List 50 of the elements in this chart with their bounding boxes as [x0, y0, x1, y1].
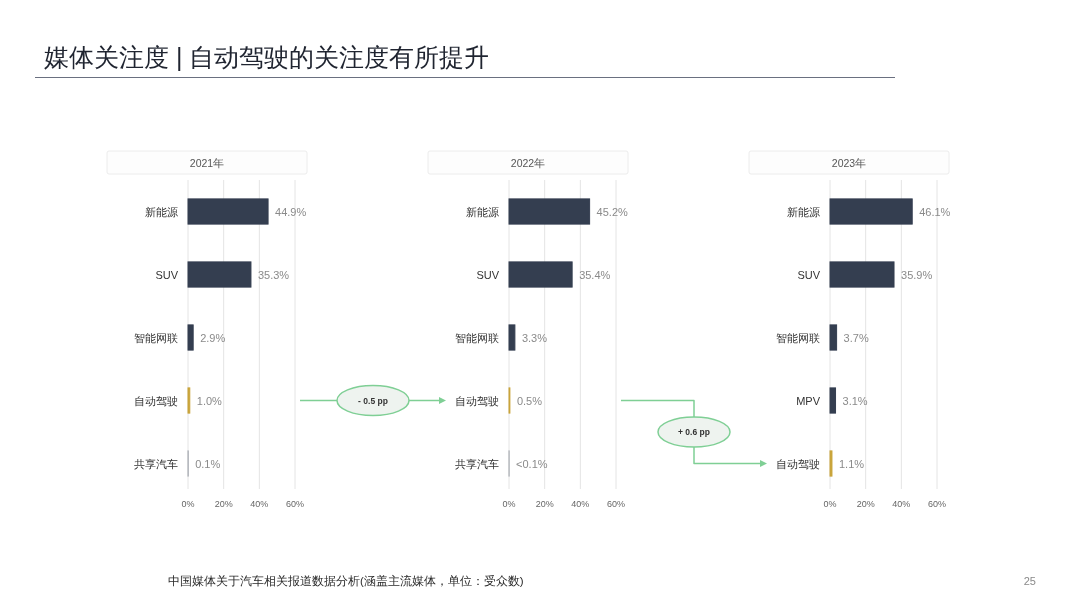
y-tick-label: SUV: [476, 268, 500, 281]
y-tick-label: SUV: [797, 268, 821, 281]
data-label: 35.9%: [901, 268, 933, 281]
chart-title: 2023年: [831, 156, 867, 169]
x-tick-label: 20%: [856, 499, 875, 509]
data-label: 1.0%: [196, 394, 223, 407]
annotation: 中国媒体关于汽车相关报道数据分析(涵盖主流媒体，单位：受众数): [168, 575, 524, 587]
y-tick-label: 共享汽车: [455, 457, 499, 470]
y-tick-label: SUV: [155, 268, 179, 281]
x-tick-label: 60%: [606, 499, 626, 509]
data-label: 1.1%: [838, 457, 865, 470]
y-tick-label: MPV: [796, 394, 821, 407]
data-label: 3.3%: [521, 331, 548, 344]
y-tick-label: 新能源: [466, 205, 499, 218]
annotation: + 0.6 pp: [657, 416, 731, 448]
x-tick-label: 40%: [571, 499, 590, 509]
x-tick-label: 40%: [892, 499, 911, 509]
data-label: 3.1%: [842, 394, 868, 407]
x-tick-label: 60%: [285, 499, 305, 509]
data-label: 2.9%: [200, 331, 226, 344]
x-tick-label: 40%: [250, 499, 269, 509]
y-tick-label: 智能网联: [134, 331, 178, 344]
y-tick-label: 自动驾驶: [455, 394, 499, 407]
data-label: 0.5%: [516, 394, 543, 407]
data-label: 3.7%: [843, 331, 869, 344]
x-tick-label: 20%: [535, 499, 554, 509]
annotation: - 0.5 pp: [336, 384, 410, 417]
data-label: 0.1%: [195, 457, 221, 470]
data-label: 45.2%: [596, 205, 629, 218]
data-label: 44.9%: [275, 205, 307, 218]
x-tick-label: 0%: [823, 499, 837, 509]
data-label: <0.1%: [516, 457, 548, 470]
y-tick-label: 新能源: [145, 205, 178, 218]
annotation: 媒体关注度 | 自动驾驶的关注度有所提升: [44, 43, 490, 71]
y-tick-label: 自动驾驶: [134, 394, 178, 407]
chart-title: 2021年: [189, 156, 225, 169]
data-label: 35.3%: [257, 268, 290, 281]
x-tick-label: 60%: [927, 499, 947, 509]
data-label: 35.4%: [579, 268, 611, 281]
y-tick-label: 共享汽车: [134, 457, 178, 470]
data-label: 46.1%: [919, 205, 951, 218]
x-tick-label: 0%: [502, 499, 516, 509]
y-tick-label: 新能源: [787, 205, 820, 218]
x-tick-label: 20%: [214, 499, 233, 509]
y-tick-label: 智能网联: [455, 331, 499, 344]
annotation: 25: [1023, 575, 1036, 587]
chart-title: 2022年: [510, 156, 546, 169]
y-tick-label: 自动驾驶: [776, 457, 820, 470]
y-tick-label: 智能网联: [776, 331, 820, 344]
x-tick-label: 0%: [181, 499, 195, 509]
